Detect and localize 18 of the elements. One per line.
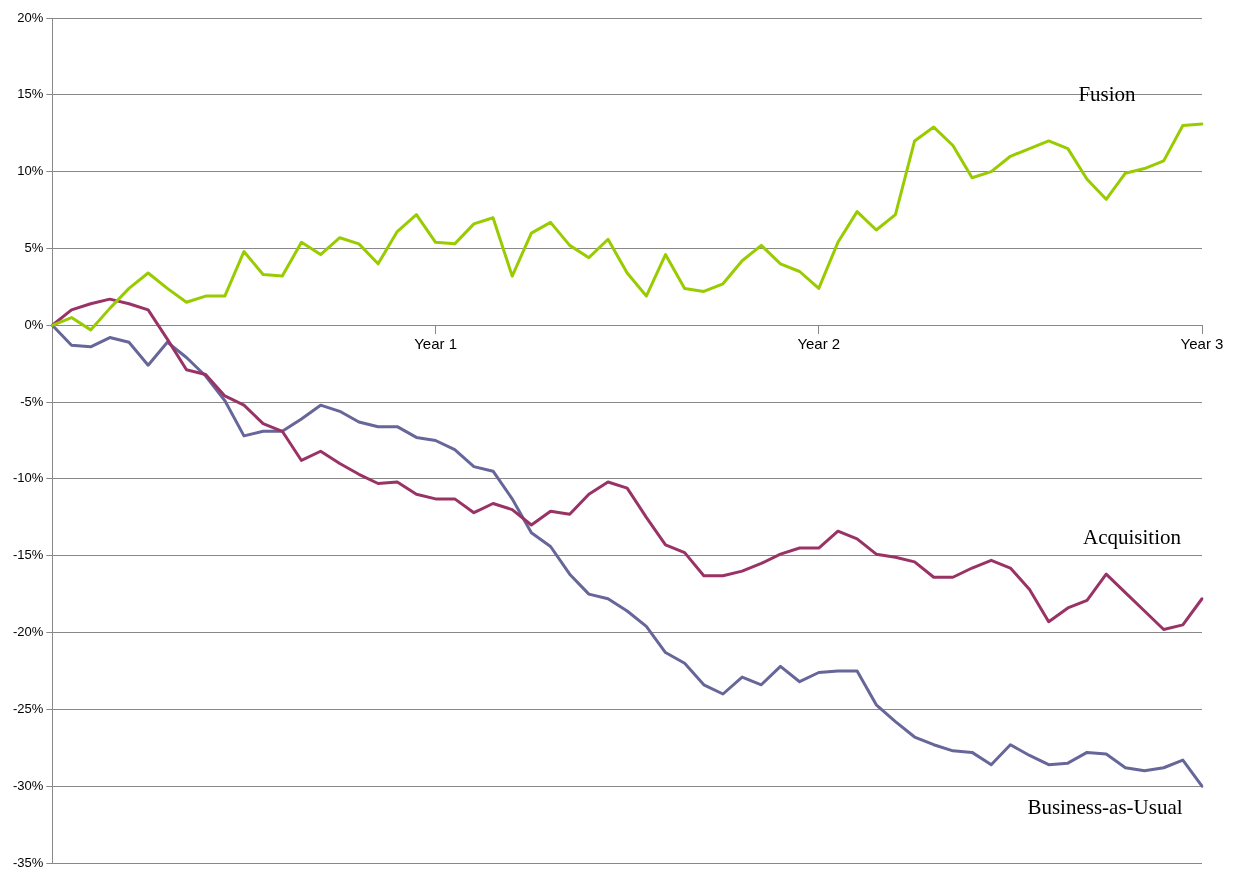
x-tick-label: Year 1: [414, 335, 457, 353]
y-tick-label: -10%: [12, 470, 44, 486]
text: Fusion: [1078, 82, 1137, 107]
y-tick-label: -5%: [20, 393, 44, 409]
y-tick-label: 5%: [24, 240, 44, 256]
series-label: Acquisition: [1083, 524, 1182, 549]
y-tick-label: 20%: [17, 9, 44, 25]
x-tick-label: Year 2: [797, 335, 841, 353]
y-tick-label: -35%: [12, 854, 44, 870]
y-tick-label: -20%: [12, 624, 44, 640]
series-label: Business-as-Usual: [1027, 795, 1183, 820]
y-tick-label: -30%: [12, 777, 44, 793]
y-tick-label: -15%: [12, 547, 44, 563]
y-tick-label: 10%: [17, 163, 44, 179]
y-tick-label: 0%: [24, 316, 44, 332]
x-tick-label: Year 3: [1180, 335, 1224, 353]
y-tick-label: 15%: [17, 86, 44, 102]
y-tick-label: -25%: [12, 700, 44, 716]
